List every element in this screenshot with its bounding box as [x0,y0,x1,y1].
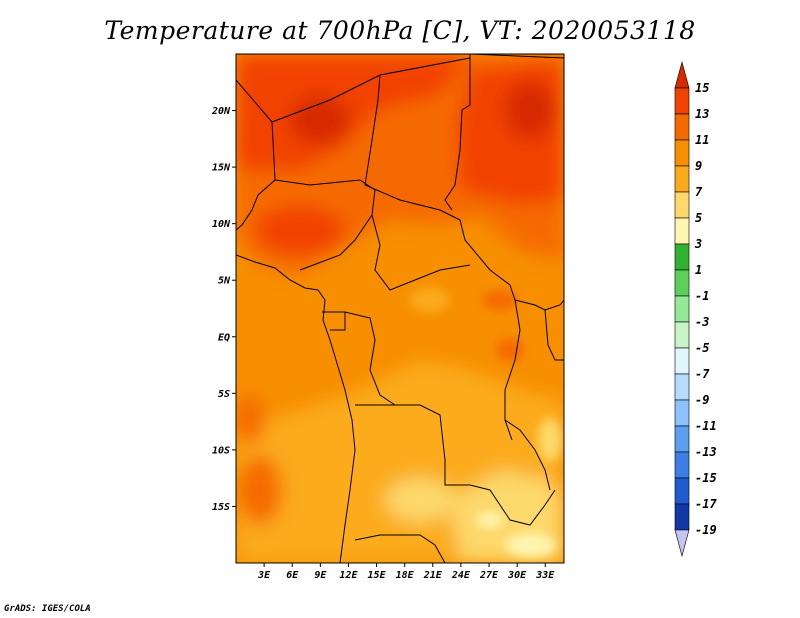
map-title: Temperature at 700hPa [C], VT: 202005311… [104,16,696,45]
colorbar-label: 1 [695,263,702,277]
colorbar-swatch [674,451,690,479]
lon-tick-label: 33E [535,570,555,581]
colorbar-label: -15 [695,471,717,485]
temperature-field [236,54,564,563]
lon-tick-label: 18E [396,570,415,581]
lat-tick-label: 20N [211,106,231,117]
colorbar-swatch [674,113,690,141]
lon-tick-label: 21E [423,570,443,581]
colorbar-label: 3 [694,237,702,251]
lon-tick-label: 9E [314,570,327,581]
lon-tick-label: 12E [339,570,358,581]
lon-tick-label: 15E [368,570,387,581]
colorbar-label: -9 [695,393,709,407]
map-frame [235,53,565,564]
colorbar-label: -3 [695,315,709,329]
colorbar-label: -11 [695,419,717,433]
colorbar-swatch [674,191,690,219]
colorbar-swatch [674,425,690,453]
colorbar-label: 7 [695,185,703,199]
colorbar-label: 9 [695,159,702,173]
lat-tick-label: 10S [212,445,230,456]
colorbar-label: 11 [695,133,709,147]
colorbar-label: -17 [695,497,717,511]
colorbar-swatch [674,295,690,323]
colorbar-swatch [674,503,690,531]
longitude-axis: 3E 6E 9E 12E 15E 18E 21E 24E 27E 30E 33E [257,563,555,581]
colorbar-label: 13 [695,107,709,121]
lon-tick-label: 24E [451,570,471,581]
lat-tick-label: 15N [212,163,231,174]
latitude-axis: 20N 15N 10N 5N EQ 5S 10S 15S [211,106,236,513]
colorbar-swatch [674,373,690,401]
country-borders [236,54,564,563]
lat-tick-label: 5N [218,276,231,287]
colorbar-label: -13 [695,445,717,459]
colorbar-swatch [674,243,690,271]
colorbar-swatch [674,87,690,115]
colorbar-swatch [674,165,690,193]
colorbar-bottom-arrow [674,529,690,558]
lat-tick-label: 15S [212,502,230,513]
colorbar-swatch [674,139,690,167]
colorbar-swatch [674,347,690,375]
colorbar-swatch [674,269,690,297]
lat-tick-label: 5S [218,389,230,400]
colorbar-swatch [674,477,690,505]
colorbar: 15 13 11 9 7 5 3 1 -1 -3 -5 -7 -9 -11 -13 -15 -17 -19 [674,60,717,558]
lon-tick-label: 27E [479,570,499,581]
grads-credit: GrADS: IGES/COLA [4,604,91,614]
colorbar-swatch [674,217,690,245]
colorbar-label: -7 [695,367,710,381]
colorbar-label: 15 [695,81,709,95]
colorbar-label: -19 [695,523,717,537]
colorbar-swatch [674,321,690,349]
lon-tick-label: 3E [257,570,271,581]
lat-tick-label: 10N [212,219,231,230]
colorbar-label: 5 [695,211,702,225]
lon-tick-label: 30E [507,570,527,581]
lat-tick-label: EQ [218,332,230,343]
colorbar-label: -5 [695,341,709,355]
lon-tick-label: 6E [286,570,299,581]
colorbar-top-arrow [674,60,690,89]
colorbar-swatch [674,399,690,427]
colorbar-label: -1 [695,289,709,303]
